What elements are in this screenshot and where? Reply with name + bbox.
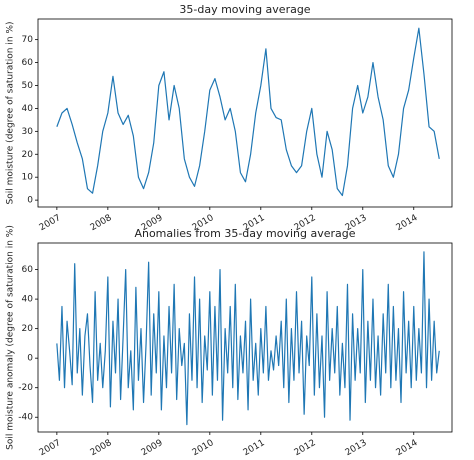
x-tick-label: 2012 xyxy=(293,438,318,458)
y-tick-label: 30 xyxy=(22,127,34,137)
y-tick-label: 0 xyxy=(27,354,33,364)
x-tick-label: 2013 xyxy=(344,438,369,458)
chart-title: Anomalies from 35-day moving average xyxy=(134,227,355,240)
data-line xyxy=(56,251,440,426)
axes-frame xyxy=(37,18,453,208)
y-axis-label: Soil moisture anomaly (degree of saturat… xyxy=(6,225,16,450)
y-tick-label: 10 xyxy=(22,173,34,183)
x-tick-label: 2014 xyxy=(395,213,420,233)
chart-title: 35-day moving average xyxy=(179,3,310,16)
x-tick-label: 2007 xyxy=(38,438,63,458)
x-tick-label: 2010 xyxy=(191,438,216,458)
y-tick-label: 40 xyxy=(22,104,34,114)
y-tick-label: 60 xyxy=(22,58,34,68)
x-tick-label: 2009 xyxy=(140,438,165,458)
y-tick-label: 0 xyxy=(27,196,33,206)
y-tick-label: 60 xyxy=(22,265,34,275)
y-tick-label: 20 xyxy=(22,324,34,334)
data-line xyxy=(56,27,440,197)
axes-frame xyxy=(37,242,453,433)
x-tick-label: 2014 xyxy=(395,438,420,458)
y-tick-label: 70 xyxy=(22,35,34,45)
x-tick-label: 2011 xyxy=(242,438,267,458)
y-tick-label: -20 xyxy=(18,383,33,393)
y-tick-label: 40 xyxy=(22,295,34,305)
y-tick-label: 50 xyxy=(22,81,34,91)
x-tick-label: 2008 xyxy=(89,438,114,458)
y-tick-label: 20 xyxy=(22,150,34,160)
y-axis-label: Soil moisture (degree of saturation in %… xyxy=(6,21,16,204)
y-tick-label: -40 xyxy=(18,413,33,423)
x-tick-label: 2007 xyxy=(38,213,63,233)
x-tick-label: 2008 xyxy=(89,213,114,233)
